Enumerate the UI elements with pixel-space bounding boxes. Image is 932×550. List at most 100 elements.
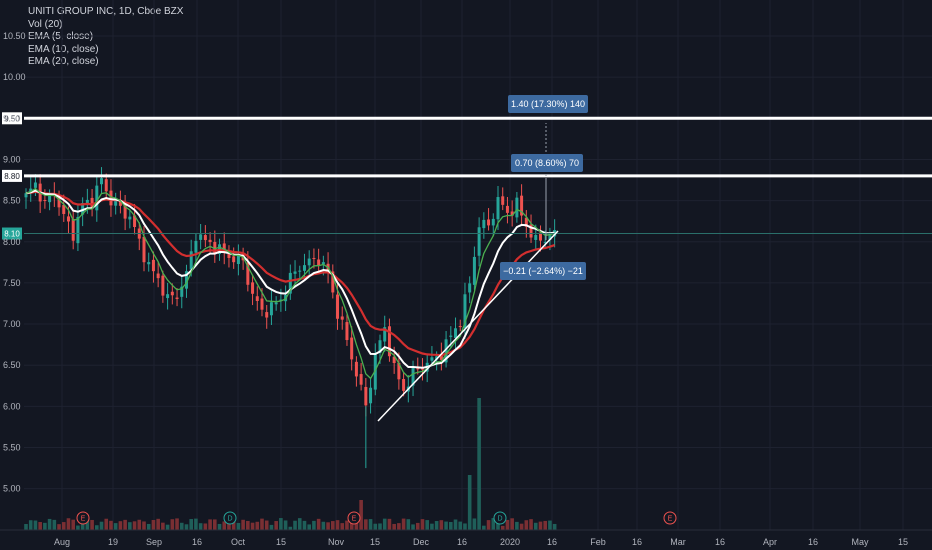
candle-body <box>48 195 52 203</box>
candle-body <box>543 242 547 244</box>
candle-body <box>298 270 302 272</box>
ema5-line <box>25 187 555 380</box>
candle-body <box>24 193 28 198</box>
volume-bar <box>340 523 345 530</box>
ema20-indicator-label[interactable]: EMA (20, close) <box>28 56 99 67</box>
y-tick-label: 10.00 <box>3 72 26 82</box>
volume-bar <box>246 520 250 530</box>
candle-body <box>104 179 108 192</box>
x-tick-label: Sep <box>146 537 162 547</box>
x-tick-label: 16 <box>715 537 725 547</box>
candle-body <box>350 337 354 360</box>
volume-bar <box>500 525 505 530</box>
y-tick-label: 5.00 <box>3 484 21 494</box>
measure-label-text: 1.40 (17.30%) 140 <box>511 99 585 109</box>
volume-bar <box>161 522 165 530</box>
candle-body <box>180 286 184 297</box>
candle-body <box>397 362 401 380</box>
volume-bar <box>297 518 302 530</box>
volume-bar <box>283 520 288 530</box>
volume-bar <box>463 523 467 530</box>
x-tick-label: Oct <box>231 537 246 547</box>
x-tick-label: May <box>851 537 869 547</box>
candle-body <box>430 357 434 361</box>
volume-bar <box>453 519 458 530</box>
candle-body <box>76 216 80 244</box>
candle-body <box>62 205 66 214</box>
volume-bar <box>543 520 547 530</box>
candle-body <box>496 197 500 220</box>
candle-body <box>463 294 467 329</box>
volume-bar <box>533 522 538 530</box>
candle-body <box>33 182 37 188</box>
candle-body <box>416 368 420 370</box>
x-tick-label: 16 <box>192 537 202 547</box>
x-tick-label: Apr <box>763 537 777 547</box>
symbol-title[interactable]: UNITI GROUP INC, 1D, Cboe BZX <box>28 6 184 17</box>
volume-bar <box>137 519 142 530</box>
volume-bar <box>552 523 557 530</box>
volume-bar <box>80 521 85 530</box>
volume-bar <box>222 521 227 530</box>
ema10-indicator-label[interactable]: EMA (10, close) <box>28 43 99 55</box>
volume-bar <box>151 519 156 530</box>
candle-body <box>548 234 552 240</box>
volume-bar <box>76 525 80 530</box>
volume-bar <box>519 523 524 530</box>
volume-bar <box>213 519 217 530</box>
x-tick-label: Nov <box>328 537 345 547</box>
candle-body <box>505 205 509 213</box>
volume-indicator-label[interactable]: Vol (20) <box>28 18 63 30</box>
candle-body <box>364 386 368 406</box>
candle-body <box>312 257 316 259</box>
candle-body <box>269 302 273 316</box>
earnings-marker-letter: E <box>81 516 86 523</box>
time-axis: Aug 19 Sep 16 Oct 15 Nov 15 Dec 16 2020 16 Feb 16 Mar 1… <box>0 529 932 547</box>
volume-bar <box>156 518 160 530</box>
volume-bar <box>430 523 434 530</box>
x-tick-label: 16 <box>547 537 557 547</box>
candle-body <box>100 178 104 185</box>
volume-bar <box>274 521 278 530</box>
volume-bar <box>71 519 75 530</box>
volume-bar <box>269 524 274 530</box>
candle-body <box>411 366 415 386</box>
candle-body <box>274 302 278 305</box>
volume-bar <box>434 521 439 530</box>
candle-body <box>482 219 486 229</box>
measure-label-box <box>511 154 583 172</box>
candle-body <box>538 232 542 241</box>
price-tag <box>2 227 22 240</box>
candle-body <box>487 219 491 226</box>
price-tag <box>2 169 22 182</box>
candle-body <box>57 197 61 208</box>
volume-bar <box>255 521 260 530</box>
volume-bar <box>198 523 203 530</box>
volume-bar <box>331 521 335 530</box>
candle-body <box>534 235 538 240</box>
dividend-marker-letter: D <box>227 516 232 523</box>
candle-body <box>515 197 519 218</box>
candle-body <box>444 339 448 363</box>
volume-bar <box>146 523 151 530</box>
candle-body <box>213 241 217 254</box>
volume-bar <box>349 519 354 530</box>
dividend-marker <box>493 511 507 525</box>
volume-bar <box>439 520 444 530</box>
x-tick-label: Aug <box>54 537 70 547</box>
candle-body <box>501 196 505 205</box>
volume-bar <box>264 520 269 530</box>
candle-body <box>85 199 89 206</box>
volume-bar <box>57 524 61 530</box>
candle-body <box>175 297 179 299</box>
drawings-layer: 1.40 (17.30%) 140 0.70 (8.60%) 70 −0.21 (−… <box>2 95 932 422</box>
candle-body <box>449 335 453 337</box>
candle-body <box>340 316 344 320</box>
volume-bar <box>184 524 189 530</box>
volume-bar <box>208 519 212 530</box>
candle-body <box>133 215 137 227</box>
volume-bar <box>231 520 236 530</box>
candle-body <box>336 294 340 319</box>
volume-bar <box>118 521 123 530</box>
